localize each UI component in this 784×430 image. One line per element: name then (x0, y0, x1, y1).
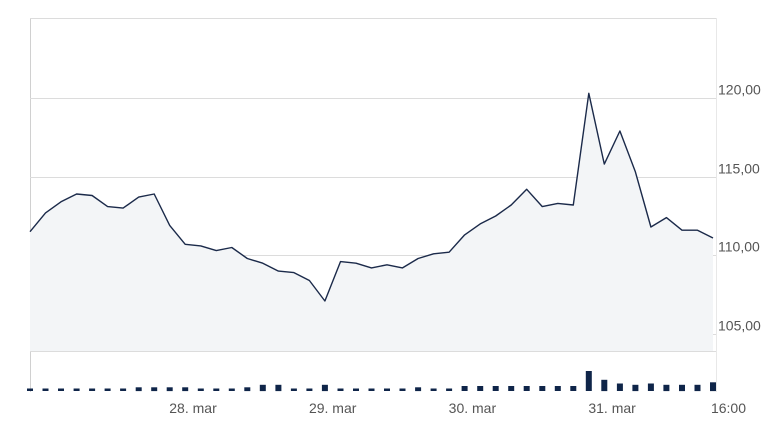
y-tick-label: 105,00 (718, 318, 761, 334)
volume-bar (337, 388, 344, 391)
y-tick-label: 115,00 (718, 161, 760, 177)
volume-bar (694, 384, 701, 392)
volume-bar (601, 379, 608, 392)
volume-bar (73, 388, 80, 391)
volume-bar (135, 387, 142, 392)
volume-bar (151, 387, 158, 392)
y-tick-label: 110,00 (718, 239, 760, 255)
volume-bar (275, 384, 282, 392)
volume-bar (554, 386, 561, 391)
volume-bar (213, 388, 220, 391)
volume-bar (632, 384, 639, 392)
volume-bar (508, 386, 515, 391)
volume-bar (368, 388, 375, 391)
volume-bar (446, 388, 453, 391)
y-tick-label: 120,00 (718, 82, 761, 98)
y-axis-tick-labels: 105,00 110,00 115,00 120,00 (718, 82, 761, 334)
volume-bar (477, 386, 484, 391)
volume-bar (197, 388, 204, 391)
volume-bar (539, 386, 546, 391)
price-area-fill (30, 93, 713, 352)
volume-bar (585, 371, 592, 391)
price-line (29, 92, 714, 302)
volume-bar (306, 388, 313, 391)
volume-bar (384, 388, 390, 391)
volume-bar (430, 388, 437, 391)
x-tick-label: 30. mar (449, 400, 497, 416)
x-tick-label: 31. mar (588, 400, 636, 416)
volume-bar (523, 386, 530, 391)
volume-bar (42, 388, 49, 391)
x-tick-label: 16:00 (711, 400, 746, 416)
volume-bar (182, 387, 189, 392)
volume-bar (353, 388, 359, 391)
volume-bar (647, 383, 654, 391)
volume-bar (321, 384, 328, 392)
volume-bar (104, 388, 111, 391)
volume-bar (570, 386, 577, 391)
volume-bar (244, 387, 251, 392)
volume-bar (399, 388, 406, 391)
x-axis-tick-labels: 28. mar 29. mar 30. mar 31. mar 16:00 (169, 400, 746, 416)
volume-bar (492, 386, 499, 391)
volume-bar (290, 388, 297, 391)
volume-bar (27, 388, 33, 391)
volume-bar (461, 386, 468, 391)
volume-bar (663, 384, 670, 392)
volume-bars (27, 371, 716, 392)
volume-bar (679, 384, 685, 392)
volume-bar (616, 383, 623, 391)
volume-bar (228, 388, 235, 391)
volume-bar (166, 387, 173, 392)
volume-bar (710, 382, 716, 392)
x-tick-label: 28. mar (169, 400, 217, 416)
volume-bar (415, 387, 422, 392)
volume-bar (259, 384, 266, 392)
volume-bar (120, 388, 127, 391)
x-tick-label: 29. mar (309, 400, 357, 416)
volume-bar (89, 388, 96, 391)
volume-bar (58, 388, 64, 391)
